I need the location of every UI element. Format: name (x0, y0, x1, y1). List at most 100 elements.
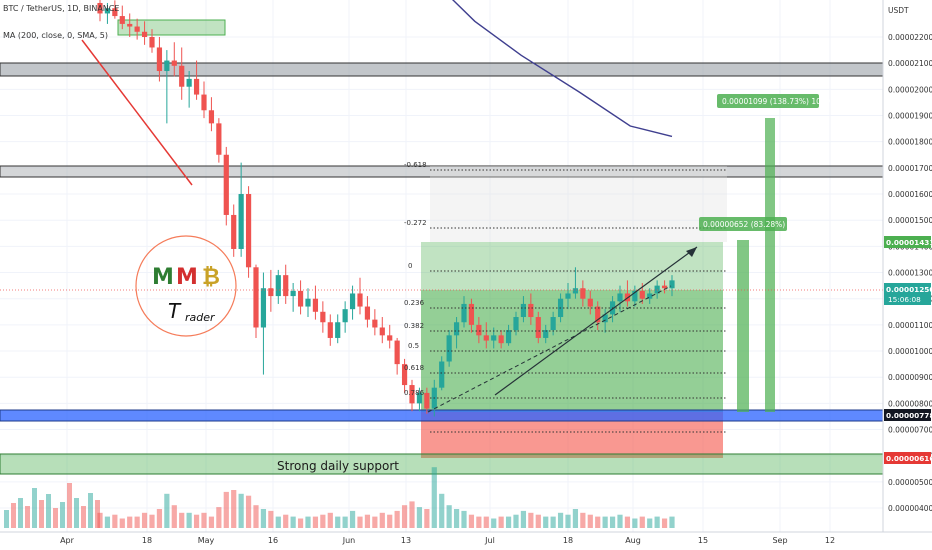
volume-bar (320, 514, 326, 528)
candle-body (320, 311, 326, 323)
volume-bar (624, 516, 631, 528)
fib-levels: -0.618 -0.272 0 0.236 0.382 0.5 0.618 0.786 (404, 161, 727, 433)
volume-bar (141, 512, 148, 528)
candle-body (335, 322, 341, 338)
candle-body (424, 392, 430, 409)
candle-body (97, 2, 103, 14)
volume-bar (81, 506, 86, 528)
measure-label-small: 0.00000652 (83.28%) 652 (703, 220, 802, 229)
candle-body (461, 303, 467, 323)
fib-label: 0.5 (408, 342, 419, 350)
candle-body (498, 335, 504, 344)
volume-bar (424, 509, 430, 528)
fib-label: -0.618 (404, 161, 427, 169)
price-axis-unit: USDT (888, 6, 909, 15)
volume-bar (245, 495, 252, 528)
candle-body (268, 288, 274, 297)
volume-bar (216, 507, 222, 528)
volume-bar (416, 507, 423, 528)
volume-bar (88, 493, 93, 528)
volume-bar (231, 490, 237, 528)
volume-bar (104, 516, 111, 528)
target-zone-light (421, 242, 723, 290)
logo-m1: M (152, 265, 174, 290)
fib-label: -0.272 (404, 219, 427, 227)
time-axis-bg (0, 532, 932, 550)
volume-bar (595, 516, 601, 528)
candle-body (186, 78, 192, 87)
volume-bar (253, 505, 259, 528)
volume-bar (543, 516, 549, 528)
volume-bar (364, 514, 371, 528)
volume-bar (186, 512, 192, 528)
volume-bar (297, 518, 304, 528)
volume-bar (580, 512, 586, 528)
volume-bar (46, 494, 51, 528)
volume-bar (18, 498, 23, 528)
candle-body (476, 324, 482, 336)
volume-bar (238, 493, 244, 528)
volume-bar (67, 483, 72, 528)
volume-bar (476, 516, 482, 528)
price-tick-label: 0.00001700 (888, 164, 932, 173)
volume-bar (639, 516, 645, 528)
price-tick-label: 0.00000400 (888, 504, 932, 513)
candle-body (164, 60, 170, 72)
price-tick-label: 0.00001800 (888, 138, 932, 147)
candle-body (260, 288, 267, 328)
resistance-box-early (117, 19, 226, 36)
countdown-bg (884, 294, 931, 305)
candle-body (231, 214, 237, 249)
price-tick-label: 0.00001600 (888, 190, 932, 199)
candle-body (379, 327, 385, 336)
volume-bar (647, 518, 653, 528)
volume-bar (632, 518, 638, 528)
volume-bar (342, 516, 348, 528)
volume-bar (446, 505, 452, 528)
volume-bar (505, 516, 512, 528)
fib-label: 0 (408, 262, 412, 270)
candle-body (669, 280, 675, 289)
time-tick-label: 13 (401, 536, 411, 545)
volume-bars (4, 467, 675, 528)
trend-arrow-head (686, 247, 697, 257)
candle-body (446, 335, 452, 362)
candle-body (491, 335, 497, 341)
ma200-line (451, 0, 673, 138)
time-tick-label: Aug (625, 536, 641, 545)
logo-coin: ₿ (202, 265, 220, 290)
fib-label: 0.382 (404, 322, 424, 330)
time-tick-label: 15 (698, 536, 708, 545)
volume-bar (617, 514, 623, 528)
drawings (0, 0, 883, 413)
volume-bar (305, 516, 311, 528)
volume-bar (587, 514, 593, 528)
time-tick-label: Sep (772, 536, 787, 545)
time-tick-label: 12 (825, 536, 835, 545)
candle-body (193, 78, 200, 95)
candle-body (453, 322, 460, 336)
candle-body (505, 330, 512, 344)
candle-body (580, 288, 586, 299)
volume-bar (572, 509, 579, 528)
volume-bar (149, 514, 155, 528)
price-tick-label: 0.00002200 (888, 33, 932, 42)
candle-body (639, 290, 645, 299)
volume-bar (171, 505, 177, 528)
volume-bar (25, 506, 30, 528)
price-tick-label: 0.00002000 (888, 85, 932, 94)
candle-body (134, 26, 140, 32)
candle-body (238, 194, 244, 249)
price-tick-label: 0.00001900 (888, 112, 932, 121)
volume-bar (461, 510, 467, 528)
tag-target: 0.00001431 (886, 238, 932, 247)
candle-body (327, 322, 333, 338)
time-axis: Apr 18 May 16 Jun 13 Jul 18 Aug 15 Sep 12 (0, 531, 932, 550)
volume-bar (60, 502, 65, 528)
price-tick-label: 0.00001000 (888, 347, 932, 356)
tag-low-bg (884, 452, 931, 464)
fib-label: 0.786 (404, 389, 425, 397)
volume-bar (602, 516, 608, 528)
candle-body (572, 288, 579, 294)
